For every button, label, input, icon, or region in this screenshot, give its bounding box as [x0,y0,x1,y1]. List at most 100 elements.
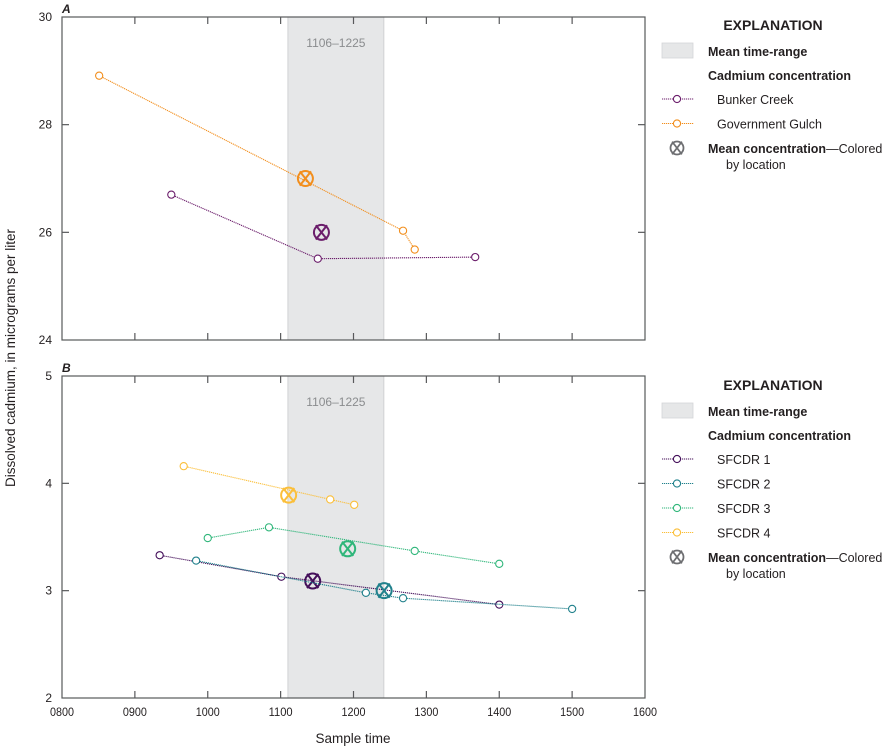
mean-cross [282,487,296,503]
data-point [567,604,577,614]
mean-time-range-band [287,16,385,341]
x-tick-label: 1000 [196,705,220,719]
x-tick-label: 1300 [414,705,438,719]
legend-item: SFCDR 3 [662,502,771,516]
x-tick-label: 1600 [633,705,657,719]
y-tick-label: 2 [45,691,52,705]
mean-time-range-band [287,375,385,699]
mean-circle [296,170,314,187]
data-point [495,559,504,568]
legend-band-swatch [661,402,694,419]
x-tick-label: 0900 [123,705,147,719]
mean-circle [280,486,298,504]
data-point [471,252,480,262]
legend-marker [672,119,682,128]
legend-mean-icon [669,140,685,156]
data-point [155,551,164,560]
y-tick-label: 30 [39,10,53,24]
mean-concentration-marker [280,486,298,504]
data-point [203,533,212,543]
legend-mean-suffix2: by location [726,567,786,581]
panel-label: A [61,2,71,16]
y-tick-label: 26 [39,225,53,239]
x-tick-label: 1200 [342,705,366,719]
legend-label: SFCDR 4 [717,527,771,541]
series-bunker-creek [167,190,480,263]
legend-marker [672,503,682,513]
panel-b: 1106–1225 0800 0900 1000 1100 1200 1300 1400 150… [45,361,882,719]
data-point [410,546,419,556]
data-point [361,588,371,597]
mean-concentration-marker [296,170,314,187]
legend-band-swatch [661,42,694,59]
legend-item: Government Gulch [662,118,822,132]
mean-cross [298,170,312,187]
legend-marker [672,479,682,488]
legend: EXPLANATION Mean time-range Cadmium concen… [661,377,882,581]
legend-item: Bunker Creek [662,93,794,107]
series-government-gulch [95,71,419,254]
series-sfcdr-4 [179,462,359,509]
legend-band-label: Mean time-range [708,45,807,59]
x-axis-label: Sample time [315,731,390,746]
x-tick-label: 1400 [487,705,511,719]
legend-marker [672,454,682,464]
y-tick-label: 4 [45,476,52,490]
legend-label: SFCDR 3 [717,502,771,516]
legend-marker [672,528,682,537]
data-point [95,71,104,80]
y-tick-label: 24 [39,333,53,347]
legend-title: EXPLANATION [723,17,822,33]
band-label: 1106–1225 [306,36,366,50]
series-line [159,554,500,606]
data-point [313,254,322,263]
y-tick-label: 5 [45,369,52,383]
legend-group-label: Cadmium concentration [708,69,851,83]
legend-group-label: Cadmium concentration [708,429,851,443]
x-tick-label: 1100 [269,705,293,719]
panel-a: 1106–1225 24 26 28 30 A EXPLANATION Mean time-r… [39,2,883,347]
mean-circle [375,582,393,600]
legend-mean-suffix2: by location [726,158,786,172]
legend-label: SFCDR 1 [717,453,771,467]
y-tick-label: 28 [39,118,53,132]
legend-label: Bunker Creek [717,93,794,107]
legend-marker [672,94,682,104]
mean-cross [671,550,683,564]
mean-cross [315,224,328,241]
legend-title: EXPLANATION [723,377,822,393]
series-sfcdr-3 [203,523,504,568]
y-axis-label: Dissolved cadmium, in micrograms per lit… [3,228,18,487]
series-line [207,526,500,565]
data-point [264,523,274,532]
legend-mean-icon [669,549,685,565]
mean-circle [312,223,330,241]
legend-mean-label: Mean concentration—Colored [708,551,882,565]
mean-concentration-marker [375,582,393,600]
y-tick-label: 3 [45,584,52,598]
series-sfcdr-2 [191,556,577,614]
x-tick-label: 0800 [50,705,74,719]
mean-cross [306,573,320,589]
legend: EXPLANATION Mean time-range Cadmium concen… [661,17,882,172]
data-point [410,245,419,254]
legend-item: SFCDR 2 [662,478,771,492]
mean-cross [377,582,391,599]
mean-cross [671,141,683,155]
legend-item: SFCDR 4 [662,527,771,541]
mean-circle [339,540,357,558]
legend-mean-label: Mean concentration—Colored [708,142,882,156]
data-point [179,462,188,471]
mean-circle [669,549,685,565]
data-point [398,594,408,603]
data-point [350,500,359,509]
legend-label: Government Gulch [717,118,822,132]
panel-label: B [62,361,71,375]
data-point [167,190,176,199]
mean-cross [341,541,355,557]
legend-mean-label-bold: Mean concentration [708,551,826,565]
data-point [398,226,408,235]
data-point [326,495,335,504]
mean-circle [669,140,685,156]
